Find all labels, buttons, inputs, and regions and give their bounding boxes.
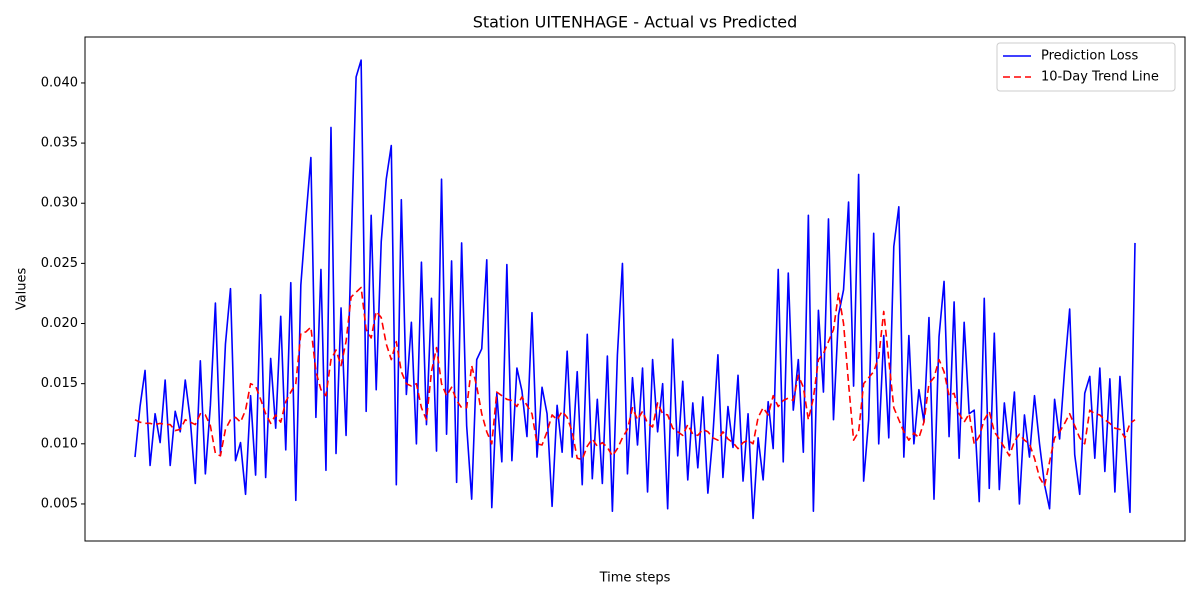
x-axis-label: Time steps xyxy=(599,571,671,586)
chart-title: Station UITENHAGE - Actual vs Predicted xyxy=(473,13,798,32)
y-tick-label: 0.035 xyxy=(41,136,78,151)
plot-area xyxy=(134,59,1136,520)
y-tick-label: 0.010 xyxy=(41,436,78,451)
legend-label: 10-Day Trend Line xyxy=(1041,70,1159,85)
y-tick-label: 0.030 xyxy=(41,196,78,211)
series-line xyxy=(134,59,1136,520)
y-tick-label: 0.005 xyxy=(41,496,78,511)
y-axis-label: Values xyxy=(15,268,30,311)
legend-label: Prediction Loss xyxy=(1041,49,1138,64)
legend-box xyxy=(996,42,1176,92)
axes-frame xyxy=(84,36,1186,542)
series-line xyxy=(134,286,1136,487)
y-tick-label: 0.020 xyxy=(41,316,78,331)
y-tick-label: 0.025 xyxy=(41,256,78,271)
y-tick-label: 0.015 xyxy=(41,376,78,391)
y-tick-label: 0.040 xyxy=(41,75,78,90)
